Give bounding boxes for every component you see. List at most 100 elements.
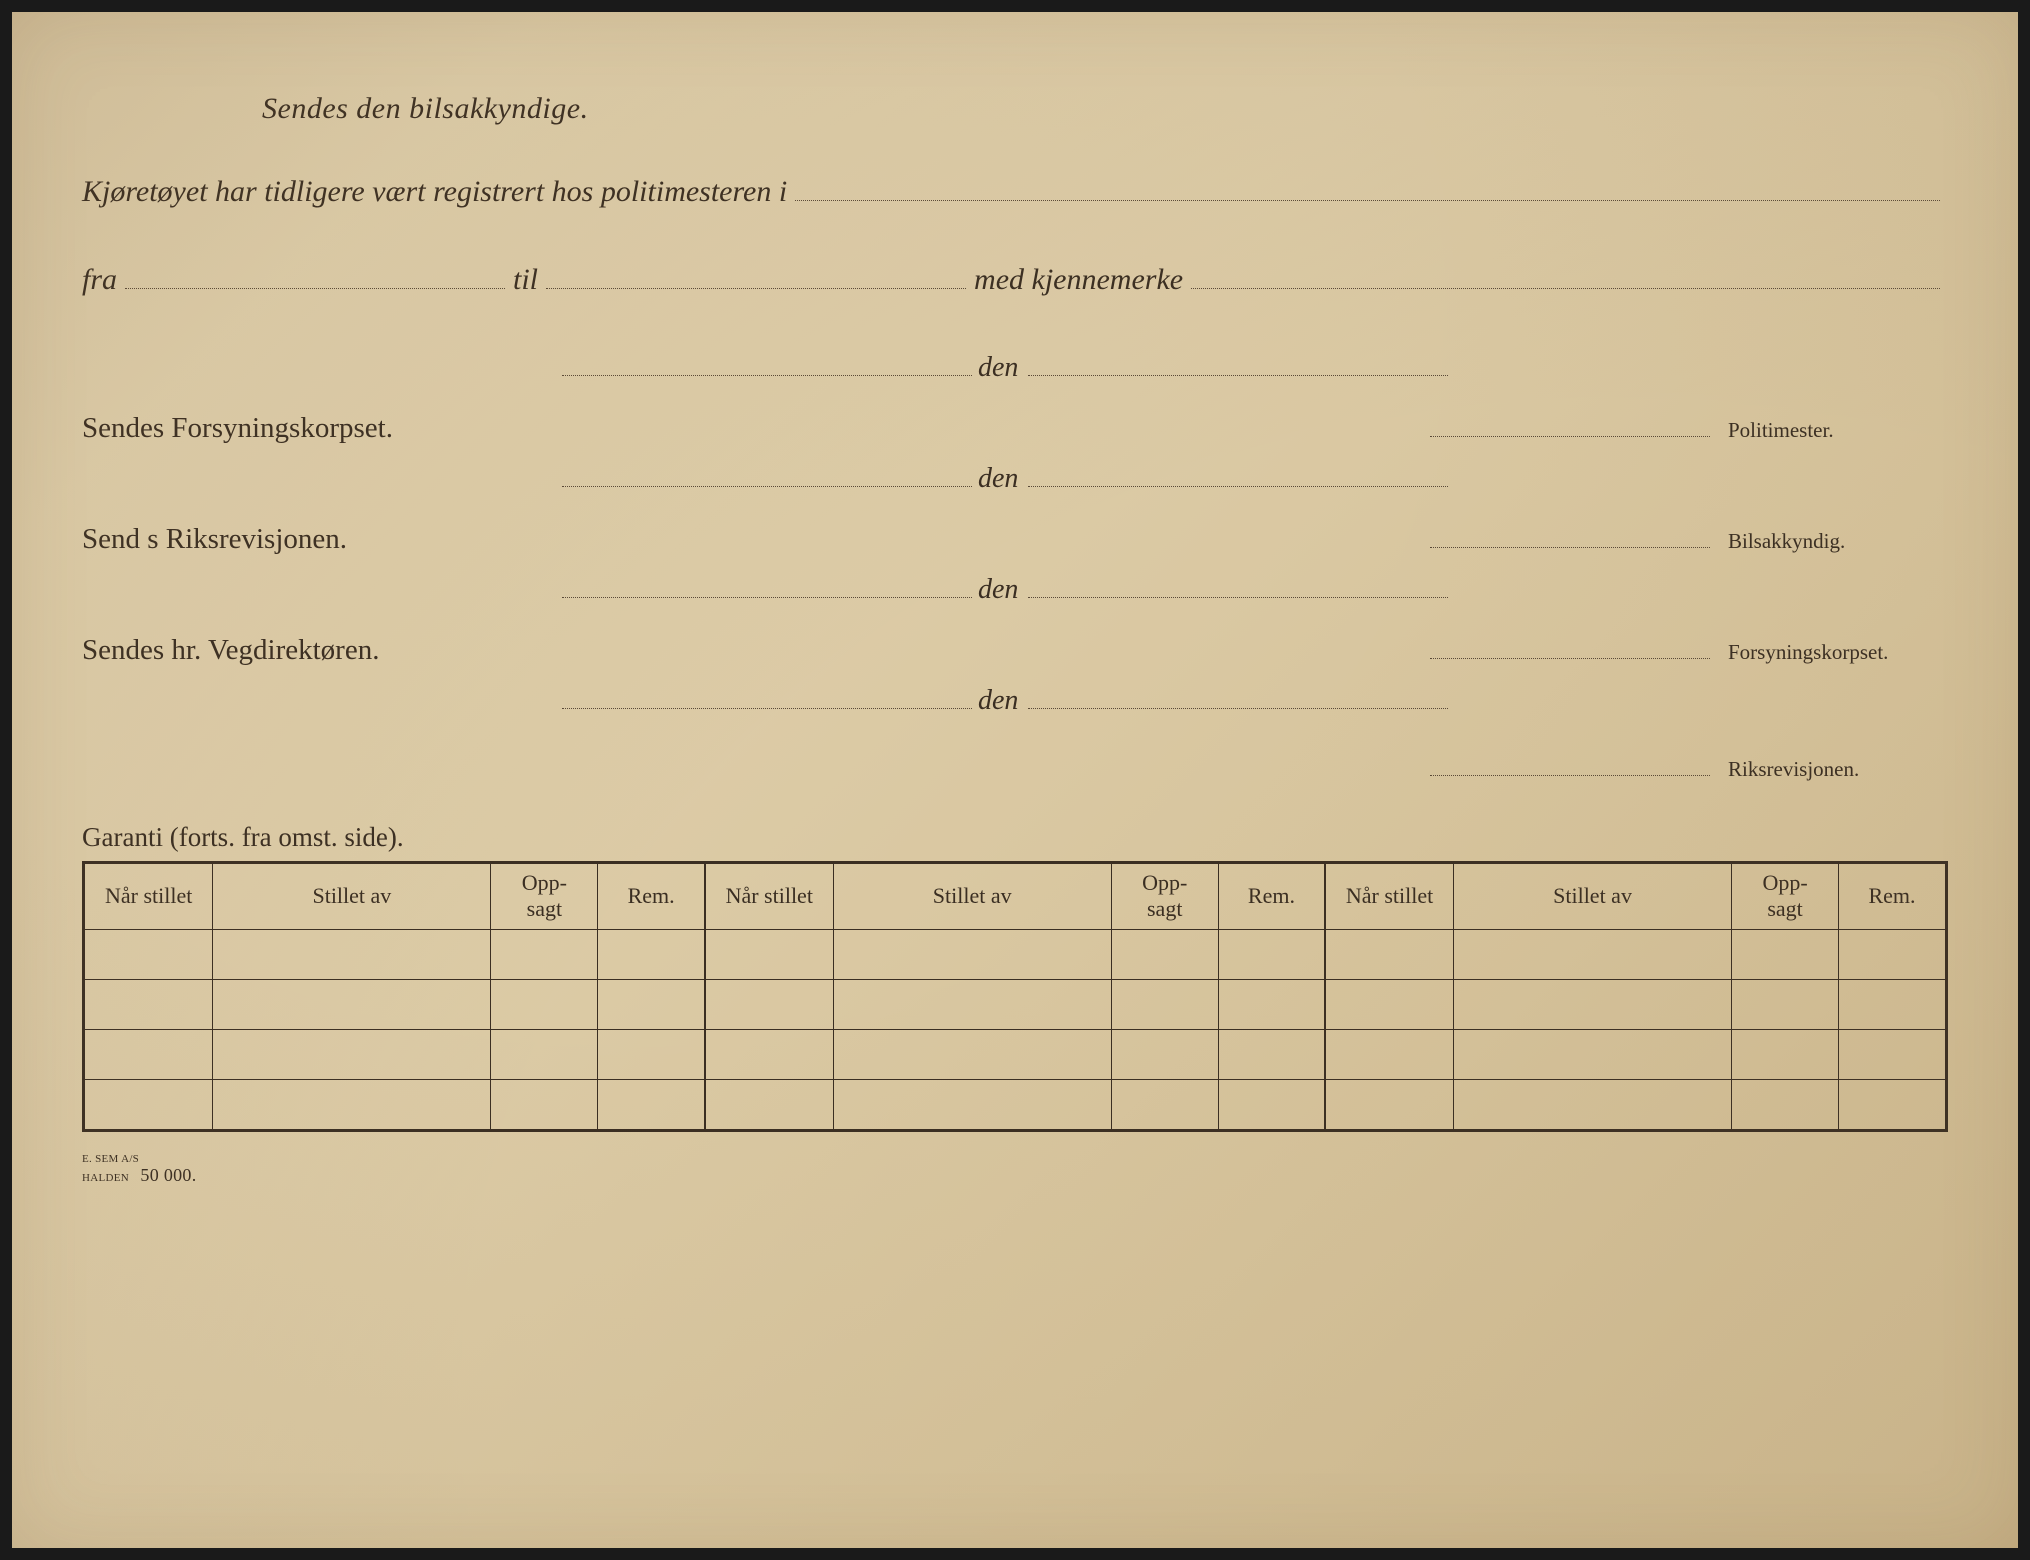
- fill-line[interactable]: [795, 171, 1940, 201]
- signatory-label: Bilsakkyndig.: [1728, 529, 1908, 554]
- table-header-row: Når stilletStillet avOpp-sagtRem.Når sti…: [85, 864, 1946, 930]
- den-line: den: [562, 352, 1948, 384]
- signature-line[interactable]: [1430, 532, 1710, 548]
- routing-block: Sendes hr. Vegdirektøren.Forsyningskorps…: [82, 634, 1948, 667]
- table-cell[interactable]: [833, 929, 1111, 979]
- place-fill[interactable]: [562, 471, 972, 487]
- table-cell[interactable]: [491, 1079, 598, 1129]
- table-col-header: Opp-sagt: [491, 864, 598, 930]
- table-cell[interactable]: [1454, 1079, 1732, 1129]
- signatory-row: Bilsakkyndig.: [1430, 529, 1948, 554]
- den-label: den: [978, 685, 1018, 717]
- table-col-header: Stillet av: [833, 864, 1111, 930]
- table-col-header: Når stillet: [85, 864, 213, 930]
- table-body: [85, 929, 1946, 1129]
- garanti-label: Garanti (forts. fra omst. side).: [82, 822, 1948, 853]
- table-cell[interactable]: [85, 1079, 213, 1129]
- place-fill[interactable]: [562, 693, 972, 709]
- table-cell[interactable]: [598, 1029, 705, 1079]
- table-cell[interactable]: [1454, 929, 1732, 979]
- place-fill[interactable]: [562, 582, 972, 598]
- routing-container: den Sendes Forsyningskorpset. Politimester…: [82, 352, 1948, 717]
- table-cell[interactable]: [1839, 1079, 1946, 1129]
- table-cell[interactable]: [213, 1079, 491, 1129]
- table-cell[interactable]: [705, 929, 833, 979]
- table-cell[interactable]: [1325, 929, 1453, 979]
- table-cell[interactable]: [833, 1079, 1111, 1129]
- table-cell[interactable]: [1111, 1079, 1218, 1129]
- table-cell[interactable]: [213, 929, 491, 979]
- table-cell[interactable]: [1218, 929, 1325, 979]
- table-cell[interactable]: [598, 979, 705, 1029]
- routing-label: Send s Riksrevisjonen.: [82, 523, 347, 556]
- table-cell[interactable]: [705, 979, 833, 1029]
- table-cell[interactable]: [1111, 979, 1218, 1029]
- table-cell[interactable]: [85, 929, 213, 979]
- date-fill[interactable]: [1028, 582, 1448, 598]
- table-cell[interactable]: [1325, 979, 1453, 1029]
- header-title: Sendes den bilsakkyndige.: [262, 92, 1948, 126]
- table-col-header: Opp-sagt: [1111, 864, 1218, 930]
- table-col-header: Opp-sagt: [1732, 864, 1839, 930]
- fill-line-til[interactable]: [546, 259, 966, 289]
- table-cell[interactable]: [1839, 929, 1946, 979]
- routing-block: Send s Riksrevisjonen. Bilsakkyndig.: [82, 523, 1948, 556]
- table-cell[interactable]: [1218, 1079, 1325, 1129]
- table-cell[interactable]: [213, 979, 491, 1029]
- final-signatory-label: Riksrevisjonen.: [1728, 757, 1908, 782]
- den-line: den: [562, 463, 1948, 495]
- table-col-header: Rem.: [1218, 864, 1325, 930]
- table-cell[interactable]: [1839, 1029, 1946, 1079]
- table-cell[interactable]: [598, 1079, 705, 1129]
- den-label: den: [978, 352, 1018, 384]
- table-col-header: Rem.: [1839, 864, 1946, 930]
- table-cell[interactable]: [1111, 1029, 1218, 1079]
- fill-line-med[interactable]: [1191, 259, 1940, 289]
- table-col-header: Når stillet: [1325, 864, 1453, 930]
- fill-line-fra[interactable]: [125, 259, 505, 289]
- table-cell[interactable]: [1839, 979, 1946, 1029]
- date-fill[interactable]: [1028, 693, 1448, 709]
- intro-line-2: fra til med kjennemerke: [82, 259, 1948, 297]
- intro-prefix: Kjøretøyet har tidligere vært registrert…: [82, 175, 787, 209]
- place-fill[interactable]: [562, 360, 972, 376]
- table-cell[interactable]: [1325, 1079, 1453, 1129]
- table-cell[interactable]: [85, 1029, 213, 1079]
- table-cell[interactable]: [1732, 1079, 1839, 1129]
- table-cell[interactable]: [705, 1029, 833, 1079]
- routing-label: Sendes Forsyningskorpset.: [82, 412, 393, 445]
- table-cell[interactable]: [1218, 979, 1325, 1029]
- table-col-header: Stillet av: [213, 864, 491, 930]
- table-cell[interactable]: [833, 979, 1111, 1029]
- table-cell[interactable]: [598, 929, 705, 979]
- table-cell[interactable]: [491, 929, 598, 979]
- date-fill[interactable]: [1028, 471, 1448, 487]
- table-cell[interactable]: [1732, 1029, 1839, 1079]
- den-line: den: [562, 574, 1948, 606]
- signature-line[interactable]: [1430, 421, 1710, 437]
- table-cell[interactable]: [85, 979, 213, 1029]
- table-cell[interactable]: [213, 1029, 491, 1079]
- footer-note: E. SEM A/S HALDEN 50 000.: [82, 1154, 1948, 1186]
- signatory-label: Politimester.: [1728, 418, 1908, 443]
- table-cell[interactable]: [491, 1029, 598, 1079]
- label-med: med kjennemerke: [974, 263, 1183, 297]
- table-cell[interactable]: [1454, 1029, 1732, 1079]
- den-label: den: [978, 574, 1018, 606]
- table-cell[interactable]: [1732, 929, 1839, 979]
- table-cell[interactable]: [1732, 979, 1839, 1029]
- signatory-row: Forsyningskorpset.: [1430, 640, 1948, 665]
- den-line: den: [562, 685, 1948, 717]
- intro-block: Kjøretøyet har tidligere vært registrert…: [82, 171, 1948, 297]
- table-cell[interactable]: [1111, 929, 1218, 979]
- signature-line[interactable]: [1430, 643, 1710, 659]
- signature-line[interactable]: [1430, 760, 1710, 776]
- routing-block: Sendes Forsyningskorpset. Politimester.: [82, 412, 1948, 445]
- table-cell[interactable]: [833, 1029, 1111, 1079]
- table-cell[interactable]: [1454, 979, 1732, 1029]
- table-cell[interactable]: [705, 1079, 833, 1129]
- table-cell[interactable]: [1218, 1029, 1325, 1079]
- table-cell[interactable]: [1325, 1029, 1453, 1079]
- table-cell[interactable]: [491, 979, 598, 1029]
- date-fill[interactable]: [1028, 360, 1448, 376]
